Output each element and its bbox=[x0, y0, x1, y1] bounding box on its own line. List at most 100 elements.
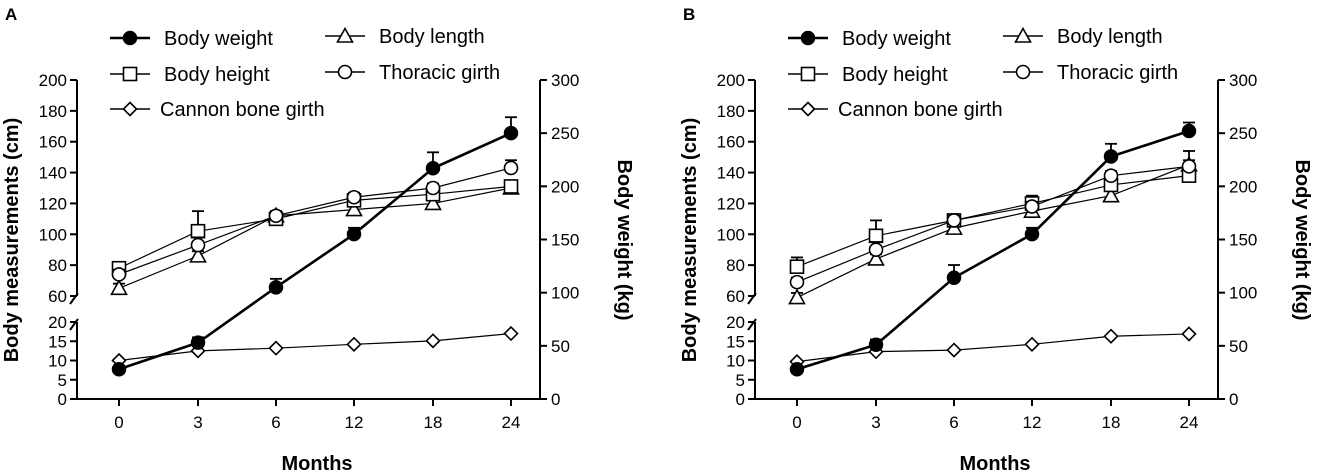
legend-item-body-height: Body height bbox=[110, 64, 270, 86]
data-point-body-height bbox=[868, 228, 884, 244]
legend-item-thoracic-girth: Thoracic girth bbox=[325, 62, 500, 84]
data-point-cannon-bone-girth bbox=[503, 325, 519, 342]
series-line bbox=[118, 167, 512, 275]
data-point-body-length bbox=[424, 194, 442, 211]
x-tick-label: 0 bbox=[114, 413, 123, 432]
legend-item-thoracic-girth: Thoracic girth bbox=[1003, 62, 1178, 84]
right-tick-label: 200 bbox=[551, 177, 579, 196]
left-tick-label: 200 bbox=[39, 71, 67, 90]
legend-item-body-length: Body length bbox=[325, 26, 485, 48]
right-tick-label: 50 bbox=[1229, 337, 1248, 356]
legend-marker bbox=[1014, 26, 1032, 43]
series-thoracic-girth bbox=[111, 159, 519, 282]
data-point-body-weight bbox=[1181, 123, 1197, 139]
data-point-body-weight bbox=[868, 337, 884, 353]
data-point-cannon-bone-girth bbox=[1024, 336, 1040, 352]
data-point-body-weight bbox=[503, 125, 519, 141]
data-point-body-height bbox=[503, 179, 519, 194]
legend-label: Body length bbox=[1057, 26, 1163, 48]
x-tick-label: 3 bbox=[193, 413, 202, 432]
series-body-weight bbox=[789, 121, 1197, 377]
data-point-thoracic-girth bbox=[868, 242, 884, 258]
right-tick-label: 250 bbox=[551, 124, 579, 143]
left-tick-label: 5 bbox=[736, 371, 745, 390]
left-tick-label: 160 bbox=[717, 133, 745, 152]
data-point-body-height bbox=[190, 223, 206, 239]
legend-label: Body length bbox=[379, 26, 485, 48]
data-point-thoracic-girth bbox=[268, 208, 284, 224]
x-tick-label: 12 bbox=[345, 413, 364, 432]
series-body-length bbox=[788, 155, 1198, 305]
right-tick-label: 250 bbox=[1229, 124, 1257, 143]
legend-marker bbox=[800, 30, 816, 46]
legend-label: Thoracic girth bbox=[379, 62, 500, 84]
x-tick-label: 24 bbox=[1180, 413, 1199, 432]
axis-break-mark bbox=[69, 318, 79, 331]
legend-label: Thoracic girth bbox=[1057, 62, 1178, 84]
legend-item-body-length: Body length bbox=[1003, 26, 1163, 48]
left-tick-label: 15 bbox=[726, 332, 745, 351]
legend-marker bbox=[800, 101, 816, 117]
legend-marker bbox=[337, 64, 353, 80]
data-point-body-length bbox=[1102, 186, 1120, 203]
x-tick-label: 18 bbox=[424, 413, 443, 432]
left-tick-label: 60 bbox=[726, 287, 745, 306]
legend-marker bbox=[336, 26, 354, 43]
left-tick-label: 100 bbox=[717, 225, 745, 244]
series-line bbox=[796, 333, 1190, 363]
left-tick-label: 120 bbox=[39, 194, 67, 213]
right-tick-label: 150 bbox=[1229, 231, 1257, 250]
right-tick-label: 0 bbox=[551, 390, 560, 409]
axis-break-mark bbox=[69, 292, 79, 305]
data-point-body-weight bbox=[946, 270, 962, 286]
legend: Body weight Body length Body height Thoraci… bbox=[788, 26, 1178, 121]
axis-break-mark bbox=[747, 318, 757, 331]
x-tick-label: 6 bbox=[271, 413, 280, 432]
data-point-body-weight bbox=[268, 280, 284, 295]
legend-label: Cannon bone girth bbox=[160, 99, 325, 121]
right-tick-label: 100 bbox=[551, 284, 579, 303]
data-point-body-weight bbox=[1024, 226, 1040, 242]
panel-label: B bbox=[683, 5, 695, 24]
legend-label: Body weight bbox=[842, 28, 951, 50]
left-tick-label: 120 bbox=[717, 194, 745, 213]
left-tick-label: 200 bbox=[717, 71, 745, 90]
left-tick-label: 0 bbox=[736, 390, 745, 409]
series-line bbox=[118, 187, 512, 289]
left-tick-label: 180 bbox=[717, 102, 745, 121]
series-thoracic-girth bbox=[789, 150, 1197, 290]
x-tick-label: 3 bbox=[871, 413, 880, 432]
right-tick-label: 200 bbox=[1229, 177, 1257, 196]
right-tick-label: 300 bbox=[1229, 71, 1257, 90]
series-cannon-bone-girth bbox=[789, 326, 1197, 370]
series-line bbox=[796, 129, 1190, 371]
data-point-body-height bbox=[789, 259, 805, 274]
data-point-thoracic-girth bbox=[1024, 199, 1040, 214]
right-axis-title: Body weight (kg) bbox=[613, 159, 635, 320]
series-line bbox=[118, 131, 512, 371]
data-point-thoracic-girth bbox=[111, 267, 127, 282]
legend-marker bbox=[800, 66, 816, 82]
legend-item-cannon-bone-girth: Cannon bone girth bbox=[110, 99, 325, 121]
data-point-thoracic-girth bbox=[346, 189, 362, 205]
left-tick-label: 180 bbox=[39, 102, 67, 121]
data-point-cannon-bone-girth bbox=[1181, 326, 1197, 342]
data-point-body-length bbox=[867, 249, 885, 266]
left-tick-label: 15 bbox=[48, 332, 67, 351]
legend-marker bbox=[122, 66, 138, 82]
legend-marker bbox=[122, 30, 138, 46]
x-axis-title: Months bbox=[281, 453, 352, 475]
left-tick-label: 160 bbox=[39, 133, 67, 152]
left-tick-label: 140 bbox=[717, 164, 745, 183]
series-body-length bbox=[110, 178, 520, 296]
data-point-thoracic-girth bbox=[1181, 159, 1197, 174]
x-tick-label: 6 bbox=[949, 413, 958, 432]
left-tick-label: 10 bbox=[48, 352, 67, 371]
legend: Body weight Body length Body height Thoraci… bbox=[110, 26, 500, 121]
left-tick-label: 10 bbox=[726, 352, 745, 371]
data-point-cannon-bone-girth bbox=[946, 342, 962, 358]
panel-a: A608010012014016018020005101520050100150… bbox=[1, 5, 635, 475]
right-tick-label: 300 bbox=[551, 71, 579, 90]
series-line bbox=[118, 185, 512, 269]
